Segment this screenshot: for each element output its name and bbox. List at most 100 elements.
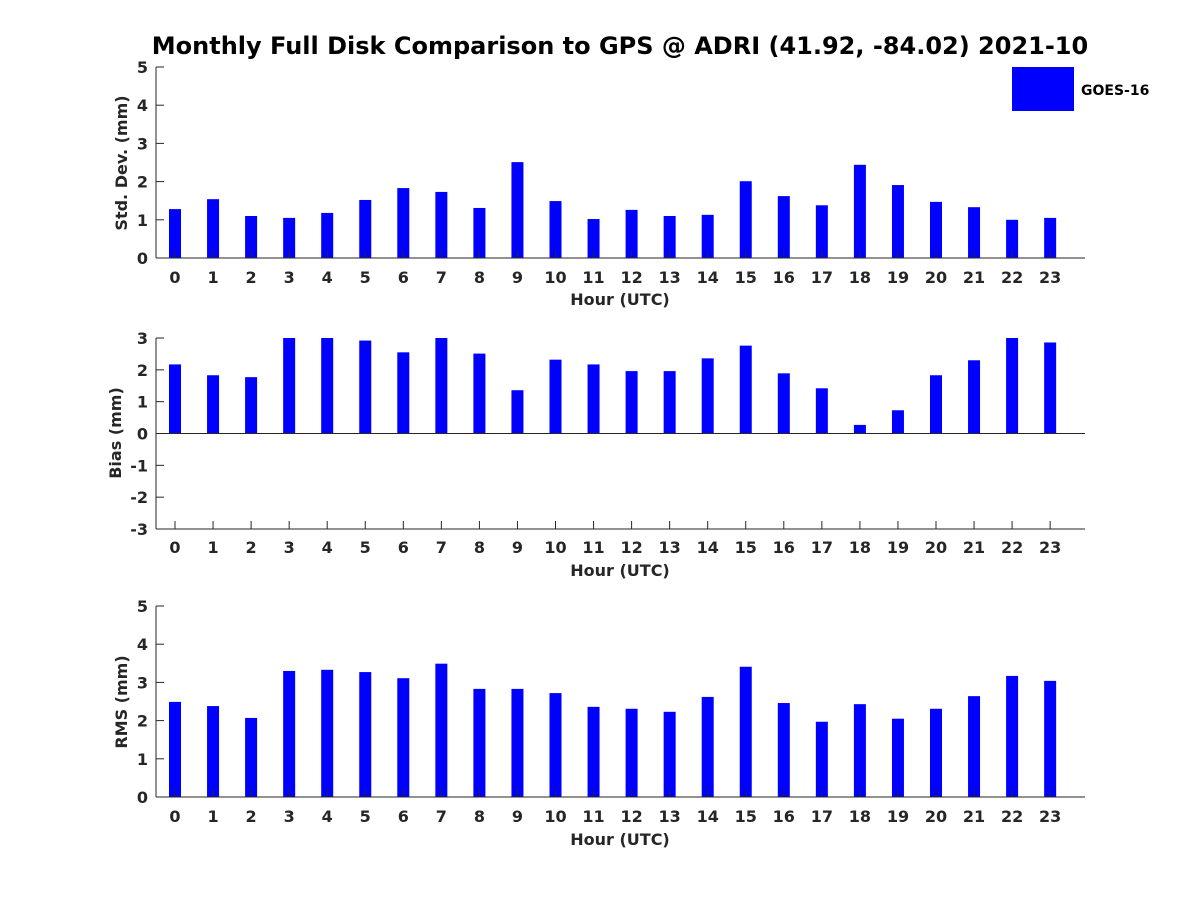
bar-std-dev-goes-16-hour-5 [359,199,372,258]
x-tick-label-std-dev: 14 [697,268,719,287]
x-tick-label-bias: 20 [925,538,947,557]
x-tick-label-std-dev: 8 [474,268,485,287]
bar-bias-goes-16-hour-4 [321,338,334,434]
y-tick-label-bias: 3 [137,329,148,348]
bar-std-dev-goes-16-hour-15 [739,181,752,258]
x-tick-label-rms: 20 [925,807,947,826]
x-tick-label-rms: 7 [436,807,447,826]
bar-bias-goes-16-hour-16 [777,373,790,434]
x-tick-label-rms: 15 [735,807,757,826]
y-tick-label-rms: 0 [137,788,148,807]
bar-bias-goes-16-hour-17 [815,388,828,434]
x-tick-label-bias: 3 [284,538,295,557]
bar-std-dev-goes-16-hour-16 [777,196,790,258]
bar-std-dev-goes-16-hour-21 [968,207,981,258]
x-tick-label-bias: 5 [360,538,371,557]
bar-rms-goes-16-hour-6 [397,678,410,797]
bar-bias-goes-16-hour-23 [1044,342,1057,434]
y-tick-label-rms: 4 [137,635,148,654]
y-tick-label-rms: 3 [137,673,148,692]
x-tick-label-std-dev: 19 [887,268,909,287]
x-tick-label-rms: 0 [169,807,180,826]
x-tick-label-bias: 4 [322,538,333,557]
legend-swatch [1012,67,1074,111]
x-tick-label-std-dev: 23 [1039,268,1061,287]
y-tick-label-bias: 2 [137,361,148,380]
x-tick-label-std-dev: 17 [811,268,833,287]
y-tick-label-bias: 1 [137,393,148,412]
bar-bias-goes-16-hour-11 [587,364,600,434]
x-tick-label-std-dev: 7 [436,268,447,287]
x-tick-label-bias: 19 [887,538,909,557]
x-tick-label-std-dev: 0 [169,268,180,287]
bar-rms-goes-16-hour-14 [701,696,714,797]
x-tick-label-bias: 18 [849,538,871,557]
bar-bias-goes-16-hour-0 [169,364,181,434]
bar-rms-goes-16-hour-17 [815,721,828,797]
bar-rms-goes-16-hour-11 [587,706,600,797]
bar-bias-goes-16-hour-19 [891,410,904,434]
bar-std-dev-goes-16-hour-12 [625,209,638,258]
bar-rms-goes-16-hour-22 [1006,675,1019,797]
x-tick-label-bias: 0 [169,538,180,557]
bar-rms-goes-16-hour-4 [321,669,334,797]
x-tick-label-std-dev: 5 [360,268,371,287]
bar-bias-goes-16-hour-15 [739,345,752,434]
bar-rms-goes-16-hour-7 [435,663,448,797]
legend: GOES-16 [1012,67,1149,111]
x-tick-label-rms: 10 [544,807,566,826]
x-tick-label-rms: 9 [512,807,523,826]
x-tick-label-std-dev: 12 [620,268,642,287]
y-tick-label-std-dev: 2 [137,173,148,192]
x-tick-label-rms: 2 [246,807,257,826]
y-tick-label-bias: -2 [130,488,148,507]
bar-bias-goes-16-hour-9 [511,390,524,434]
bar-bias-goes-16-hour-12 [625,371,638,434]
bar-bias-goes-16-hour-14 [701,358,714,434]
legend-label: GOES-16 [1081,83,1149,99]
x-tick-label-std-dev: 6 [398,268,409,287]
x-tick-label-rms: 17 [811,807,833,826]
bar-rms-goes-16-hour-0 [169,701,181,797]
x-tick-label-rms: 6 [398,807,409,826]
bars-bias [169,338,1057,434]
bar-std-dev-goes-16-hour-18 [853,164,866,258]
bar-bias-goes-16-hour-6 [397,352,410,434]
x-tick-label-bias: 15 [735,538,757,557]
bar-bias-goes-16-hour-3 [283,338,296,434]
bar-std-dev-goes-16-hour-9 [511,162,524,258]
x-tick-label-std-dev: 20 [925,268,947,287]
x-tick-label-std-dev: 1 [207,268,218,287]
x-tick-label-rms: 12 [620,807,642,826]
bar-rms-goes-16-hour-12 [625,708,638,797]
bar-rms-goes-16-hour-23 [1044,680,1057,797]
x-tick-label-rms: 16 [773,807,795,826]
bar-rms-goes-16-hour-2 [245,717,258,797]
bar-rms-goes-16-hour-1 [207,706,220,797]
y-tick-label-std-dev: 4 [137,96,148,115]
bar-bias-goes-16-hour-2 [245,377,258,434]
bar-std-dev-goes-16-hour-19 [891,185,904,258]
y-axis-label-std-dev: Std. Dev. (mm) [112,95,131,230]
x-tick-label-std-dev: 16 [773,268,795,287]
bar-bias-goes-16-hour-13 [663,371,676,434]
x-tick-label-bias: 8 [474,538,485,557]
bar-std-dev-goes-16-hour-10 [549,201,562,258]
bar-bias-goes-16-hour-1 [207,375,220,434]
x-tick-label-std-dev: 15 [735,268,757,287]
x-tick-label-rms: 13 [659,807,681,826]
bar-rms-goes-16-hour-10 [549,693,562,797]
bar-rms-goes-16-hour-19 [891,718,904,797]
x-tick-label-bias: 11 [582,538,604,557]
x-tick-label-bias: 16 [773,538,795,557]
y-tick-label-std-dev: 3 [137,134,148,153]
bar-bias-goes-16-hour-7 [435,338,448,434]
bar-rms-goes-16-hour-3 [283,670,296,797]
x-tick-label-rms: 3 [284,807,295,826]
bar-std-dev-goes-16-hour-17 [815,205,828,258]
x-tick-label-rms: 11 [582,807,604,826]
x-axis-label-rms: Hour (UTC) [570,830,670,849]
